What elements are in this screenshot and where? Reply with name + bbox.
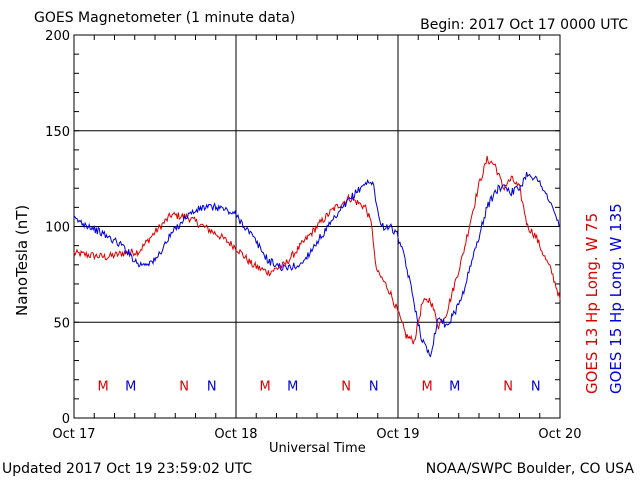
- y-tick-label: 50: [53, 316, 70, 331]
- series-line-goes13: [73, 155, 561, 345]
- event-marker-n: N: [503, 379, 513, 394]
- legend-goes13: GOES 13 Hp Long. W 75: [583, 212, 601, 394]
- event-marker-m: M: [98, 379, 109, 394]
- credit: NOAA/SWPC Boulder, CO USA: [425, 461, 634, 477]
- event-marker-n: N: [369, 379, 379, 394]
- y-tick-label: 0: [62, 412, 70, 427]
- event-marker-n: N: [341, 379, 351, 394]
- event-marker-m: M: [287, 379, 298, 394]
- event-marker-n: N: [207, 379, 217, 394]
- x-axis-label: Universal Time: [269, 441, 366, 456]
- series-line-goes15: [73, 171, 561, 358]
- x-tick-label: Oct 19: [376, 427, 419, 442]
- event-marker-m: M: [449, 379, 460, 394]
- x-tick-label: Oct 17: [52, 427, 95, 442]
- grid-layer: [73, 34, 561, 419]
- event-marker-m: M: [422, 379, 433, 394]
- y-tick-label: 150: [45, 125, 70, 140]
- y-tick-label: 200: [45, 29, 70, 44]
- event-marker-n: N: [179, 379, 189, 394]
- y-tick-label: 100: [45, 221, 70, 236]
- event-marker-n: N: [531, 379, 541, 394]
- begin-time: Begin: 2017 Oct 17 0000 UTC: [420, 17, 628, 33]
- x-tick-label: Oct 18: [214, 427, 257, 442]
- x-tick-label: Oct 20: [538, 427, 581, 442]
- event-marker-m: M: [260, 379, 271, 394]
- tick-label-layer: 0 50 100 150 200 Oct 17 Oct 18 Oct 19 Oct 20: [45, 29, 581, 442]
- legend-goes15: GOES 15 Hp Long. W 135: [607, 203, 625, 394]
- updated-timestamp: Updated 2017 Oct 19 23:59:02 UTC: [2, 461, 253, 477]
- series-layer: [73, 155, 561, 358]
- event-marker-m: M: [125, 379, 136, 394]
- y-axis-label: NanoTesla (nT): [13, 204, 31, 316]
- chart-title: GOES Magnetometer (1 minute data): [34, 10, 296, 26]
